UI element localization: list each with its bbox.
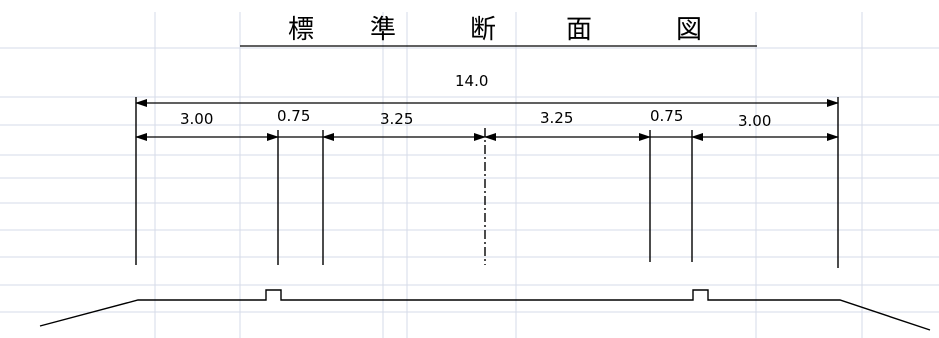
segment-label-3: 3.25 bbox=[380, 110, 413, 128]
segment-label-1: 3.00 bbox=[180, 110, 213, 128]
title-char-1: 標 bbox=[288, 15, 314, 45]
segment-label-2: 0.75 bbox=[277, 107, 310, 125]
title-char-4: 面 bbox=[566, 15, 592, 45]
total-width-label: 14.0 bbox=[455, 72, 488, 90]
drawing-title: 標 準 断 面 図 bbox=[240, 15, 757, 47]
title-char-5: 図 bbox=[676, 15, 702, 45]
segment-label-4: 3.25 bbox=[540, 109, 573, 127]
road-surface-profile bbox=[39, 289, 931, 331]
segment-labels: 3.00 0.75 3.25 3.25 0.75 3.00 bbox=[180, 107, 771, 130]
segment-label-5: 0.75 bbox=[650, 107, 683, 125]
spreadsheet-grid bbox=[0, 12, 939, 338]
title-char-2: 準 bbox=[370, 15, 396, 45]
title-char-3: 断 bbox=[470, 15, 496, 45]
segment-label-6: 3.00 bbox=[738, 112, 771, 130]
extension-lines bbox=[135, 97, 839, 268]
overall-dimension: 14.0 bbox=[135, 72, 839, 107]
